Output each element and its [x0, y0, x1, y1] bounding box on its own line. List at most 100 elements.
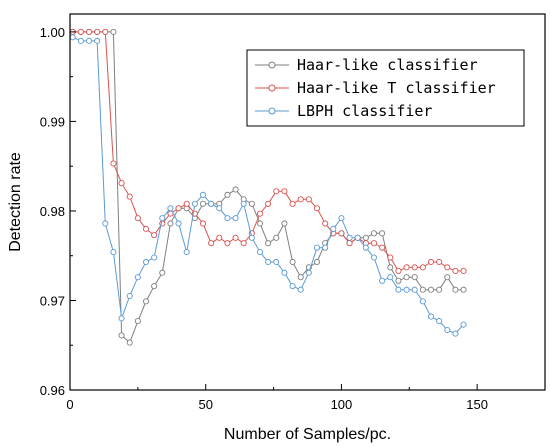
data-point	[77, 28, 84, 35]
data-point	[403, 264, 410, 271]
data-point	[159, 269, 166, 276]
data-point	[305, 196, 312, 203]
data-point	[94, 28, 101, 35]
data-point	[322, 220, 329, 227]
data-point	[305, 269, 312, 276]
data-point	[411, 274, 418, 281]
data-point	[175, 205, 182, 212]
data-point	[110, 28, 117, 35]
data-point	[379, 230, 386, 237]
y-tick-label: 0.97	[40, 293, 65, 308]
data-point	[444, 274, 451, 281]
data-point	[387, 254, 394, 261]
data-point	[379, 244, 386, 251]
data-point	[85, 28, 93, 35]
data-point	[134, 215, 141, 222]
y-tick-label: 0.98	[40, 204, 65, 219]
legend-label: Haar-like classifier	[297, 56, 478, 74]
data-point	[224, 215, 231, 222]
data-point	[452, 330, 459, 337]
data-point	[297, 196, 304, 203]
data-point	[102, 28, 109, 35]
x-tick-label: 50	[198, 397, 212, 412]
data-point	[297, 274, 304, 281]
data-point	[265, 240, 272, 247]
data-point	[102, 220, 109, 227]
data-point	[118, 332, 125, 339]
legend-entries: Haar-like classifier Haar-like T classifi…	[255, 56, 496, 120]
data-point	[142, 225, 150, 232]
data-point	[110, 160, 117, 167]
x-tick-label: 0	[66, 397, 73, 412]
data-point	[199, 200, 207, 207]
legend-entry: Haar-like classifier	[255, 56, 478, 74]
data-point	[134, 274, 141, 281]
data-point	[167, 220, 174, 227]
data-point	[273, 258, 280, 266]
data-point	[427, 313, 435, 320]
data-point	[273, 188, 280, 195]
data-point	[346, 234, 353, 241]
data-point	[281, 220, 288, 227]
data-point	[419, 298, 426, 305]
data-point	[427, 258, 435, 266]
data-point	[265, 258, 272, 266]
legend-entry: Haar-like T classifier	[255, 79, 496, 97]
data-point	[444, 264, 451, 271]
data-point	[338, 215, 345, 222]
data-point	[460, 321, 467, 328]
data-point	[436, 318, 443, 325]
data-point	[313, 205, 321, 212]
data-point	[69, 34, 76, 41]
data-point	[175, 220, 182, 227]
data-point	[151, 254, 158, 261]
data-point	[411, 286, 418, 293]
data-point	[281, 269, 288, 276]
data-point	[142, 258, 150, 266]
data-point	[77, 37, 84, 44]
y-tick-label: 1.00	[40, 25, 65, 40]
data-point	[297, 286, 304, 293]
data-point	[338, 230, 345, 237]
data-point	[370, 240, 378, 247]
data-point	[411, 264, 418, 271]
data-point	[436, 258, 443, 266]
data-point	[403, 274, 410, 281]
data-point	[183, 249, 190, 256]
series-2	[69, 28, 467, 274]
data-point	[289, 283, 296, 290]
data-point	[199, 191, 207, 198]
data-point	[452, 267, 459, 274]
data-point	[370, 230, 378, 237]
legend-box	[246, 49, 525, 127]
data-point	[126, 292, 133, 300]
data-point	[395, 286, 402, 293]
data-point	[362, 234, 369, 241]
data-point	[436, 286, 443, 293]
data-point	[151, 232, 158, 239]
data-point	[199, 220, 207, 227]
data-point	[134, 318, 141, 325]
data-point	[419, 286, 426, 293]
data-point	[256, 249, 264, 256]
data-point	[322, 244, 329, 251]
data-point	[289, 200, 296, 207]
data-point	[370, 254, 378, 261]
data-point	[419, 264, 426, 271]
data-point	[232, 234, 239, 241]
data-point	[354, 234, 361, 241]
data-point	[452, 286, 459, 293]
data-point	[126, 193, 133, 200]
data-point	[118, 180, 125, 187]
data-point	[159, 215, 166, 222]
y-tick-label: 0.99	[40, 114, 65, 129]
data-point	[379, 277, 386, 284]
x-tick-label: 150	[466, 397, 488, 412]
data-point	[118, 315, 125, 322]
data-point	[460, 286, 467, 293]
data-point	[224, 240, 231, 247]
plot-frame	[69, 13, 546, 391]
data-point	[313, 258, 321, 266]
data-point	[216, 205, 223, 212]
